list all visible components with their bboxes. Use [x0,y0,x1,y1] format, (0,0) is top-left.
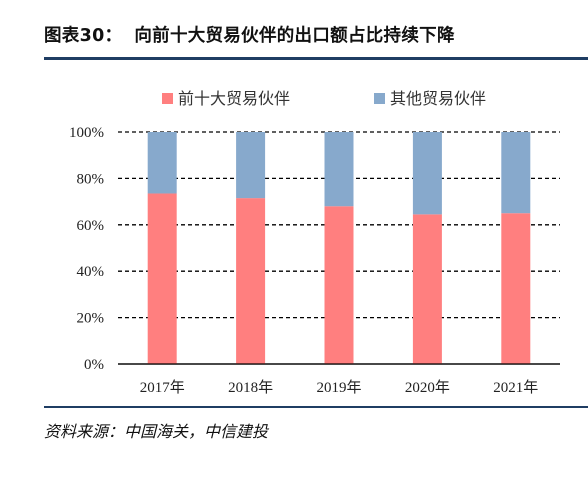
bar-top10 [147,193,177,364]
bar-others [236,132,266,199]
chart-title: 图表30： 向前十大贸易伙伴的出口额占比持续下降 [44,22,584,47]
title-rule [44,57,588,60]
legend-swatch [162,93,173,104]
figure-label: 图表30： [44,26,123,46]
legend-label: 前十大贸易伙伴 [178,89,290,108]
bar-top10 [412,214,442,364]
x-tick-label: 2018年 [228,379,273,396]
bar-others [501,132,531,214]
y-tick-label: 100% [69,125,104,141]
bar-top10 [501,213,531,364]
y-tick-label: 40% [77,264,105,280]
x-tick-label: 2019年 [316,379,361,396]
x-tick-label: 2020年 [405,379,450,396]
bar-others [412,132,442,215]
bar-others [324,132,354,207]
y-tick-label: 20% [77,311,105,327]
bar-top10 [324,206,354,364]
y-tick-label: 0% [84,357,104,373]
y-tick-label: 60% [77,218,105,234]
source-note: 资料来源：中国海关，中信建投 [44,422,269,441]
source-rule [44,406,588,408]
x-tick-label: 2017年 [140,379,185,396]
legend-label: 其他贸易伙伴 [390,89,486,108]
x-tick-label: 2021年 [493,379,538,396]
y-tick-label: 80% [77,171,105,187]
bar-top10 [236,198,266,364]
legend-swatch [374,93,385,104]
bar-others [147,132,177,194]
figure-title: 向前十大贸易伙伴的出口额占比持续下降 [134,26,455,46]
